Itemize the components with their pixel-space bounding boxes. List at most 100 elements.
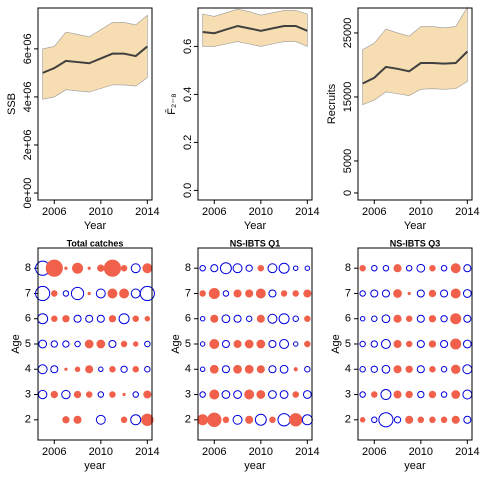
residual-bubble	[209, 339, 220, 349]
residual-bubble	[359, 340, 366, 348]
residual-bubble	[199, 366, 206, 372]
x-tick-label: 2014	[135, 206, 159, 218]
residual-bubble	[132, 315, 139, 322]
y-tick-label: 4	[185, 363, 191, 375]
residual-bubble	[85, 365, 94, 374]
residual-bubble	[72, 262, 84, 274]
residual-bubble	[256, 339, 266, 349]
residual-bubble	[304, 340, 311, 348]
residual-bubble	[120, 365, 128, 373]
residual-bubble	[62, 340, 70, 348]
plot-frame	[357, 7, 473, 201]
residual-bubble	[132, 366, 139, 373]
residual-bubble	[359, 264, 366, 272]
residual-bubble	[144, 340, 151, 348]
residual-bubble	[87, 291, 91, 296]
residual-bubble	[87, 266, 91, 270]
residual-bubble	[232, 263, 243, 274]
residual-bubble	[462, 339, 472, 349]
residual-bubble	[139, 285, 155, 302]
residual-bubble	[142, 263, 153, 274]
y-tick-label: 4	[25, 363, 31, 375]
residual-bubble	[210, 264, 219, 273]
residual-bubble	[37, 364, 48, 375]
residual-bubble	[208, 287, 220, 299]
y-tick-label: 5000	[342, 149, 354, 173]
residual-bubble	[292, 315, 299, 322]
y-tick-label: 6	[25, 313, 31, 325]
residual-bubble	[50, 365, 59, 374]
y-axis-label: SSB	[6, 93, 18, 115]
residual-bubble	[267, 263, 278, 274]
residual-bubble	[144, 366, 151, 373]
residual-bubble	[233, 289, 242, 298]
residual-bubble	[416, 365, 425, 374]
residual-bubble	[209, 389, 220, 400]
residual-bubble	[245, 289, 254, 298]
y-tick-label: 5	[345, 338, 351, 350]
y-tick-label: 5	[25, 338, 31, 350]
residual-bubble	[371, 391, 378, 398]
residual-bubble	[405, 390, 413, 399]
residual-bubble	[96, 339, 106, 349]
y-tick-label: 8	[25, 262, 31, 274]
x-axis-label: year	[244, 460, 266, 472]
x-tick-label: 2006	[202, 206, 226, 218]
residual-bubble	[97, 264, 105, 272]
residual-bubble	[405, 415, 414, 424]
residual-bubble	[380, 339, 391, 349]
residual-bubble	[245, 315, 253, 322]
y-axis-label: Recruits	[326, 83, 338, 124]
residual-bubble	[130, 414, 142, 426]
residual-bubble	[380, 389, 392, 401]
panel: 0 5000 15000 25000 Recruits Year 2006 2010 2014	[326, 6, 480, 232]
residual-bubble	[429, 264, 436, 272]
residual-bubble	[293, 367, 298, 372]
residual-bubble	[393, 264, 402, 273]
residual-bubble	[359, 391, 366, 398]
residual-bubble	[371, 264, 378, 272]
panel: 2 3 4 5 6 7 8 NS-IBTS Q3 Age year 2006 2010 2014	[330, 238, 480, 472]
residual-bubble	[381, 314, 391, 324]
residual-bubble	[429, 366, 436, 373]
residual-bubble	[119, 288, 130, 299]
x-tick-label: 2014	[455, 206, 479, 218]
panel-title: Total catches	[67, 238, 124, 248]
residual-bubble	[280, 290, 288, 297]
residual-bubble	[130, 288, 141, 299]
residual-bubble	[393, 289, 402, 298]
confidence-band	[202, 8, 308, 47]
residual-bubble	[233, 339, 242, 349]
confidence-band	[42, 14, 148, 100]
y-tick-label: 2	[185, 414, 191, 426]
panel: 0.0 0.2 0.4 0.6 F̄₂₋₈ Year 2006 2010 2014	[165, 7, 320, 232]
residual-bubble	[450, 338, 462, 350]
residual-bubble	[132, 341, 139, 347]
residual-bubble	[109, 391, 116, 398]
residual-bubble	[278, 313, 290, 325]
y-tick-label: 6	[345, 313, 351, 325]
residual-bubble	[405, 365, 413, 373]
estimate-line	[42, 45, 148, 74]
residual-bubble	[222, 290, 230, 297]
residual-bubble	[289, 413, 303, 427]
residual-bubble	[141, 413, 154, 426]
residual-bubble	[256, 365, 265, 374]
plot-frame	[197, 7, 313, 201]
residual-bubble	[359, 366, 366, 373]
residual-bubble	[268, 390, 277, 399]
x-tick-label: 2010	[409, 446, 433, 458]
residual-bubble	[256, 390, 266, 399]
residual-bubble	[393, 314, 402, 323]
y-tick-label: 0.2	[182, 135, 194, 150]
residual-bubble	[45, 259, 63, 277]
residual-bubble	[304, 366, 311, 373]
residual-bubble	[371, 315, 378, 322]
y-tick-label: 25000	[342, 18, 354, 49]
residual-bubble	[268, 339, 277, 349]
residual-bubble	[370, 340, 378, 348]
residual-bubble	[74, 340, 81, 348]
residual-bubble	[428, 289, 437, 298]
x-tick-label: 2014	[455, 446, 479, 458]
